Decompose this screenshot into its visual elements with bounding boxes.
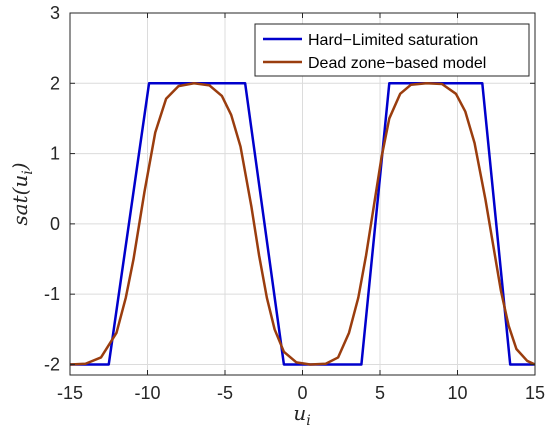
y-tick-label: 0 [50,214,60,234]
x-tick-label: -5 [217,383,233,403]
series-lines [69,82,536,366]
x-tick-label: -15 [57,383,83,403]
ticks [69,12,536,375]
x-axis-label: ui [293,401,310,429]
grid [69,12,536,375]
y-tick-label: -1 [44,284,60,304]
y-tick-label: 2 [50,73,60,93]
y-tick-label: 1 [50,144,60,164]
legend-label-dead-zone: Dead zone−based model [308,55,486,72]
legend: Hard−Limited saturation Dead zone−based … [254,23,530,77]
y-tick-label: -2 [44,354,60,374]
x-tick-label: 10 [447,383,467,403]
x-tick-label: 0 [297,383,307,403]
x-tick-label: -10 [134,383,160,403]
y-axis-label: sat(ui) [8,162,36,225]
y-tick-label: 3 [50,3,60,23]
x-tick-label: 15 [525,383,545,403]
series-line-dead-zone [69,82,536,366]
legend-label-hard-limited: Hard−Limited saturation [308,32,478,49]
legend-box [254,23,530,77]
x-tick-label: 5 [375,383,385,403]
